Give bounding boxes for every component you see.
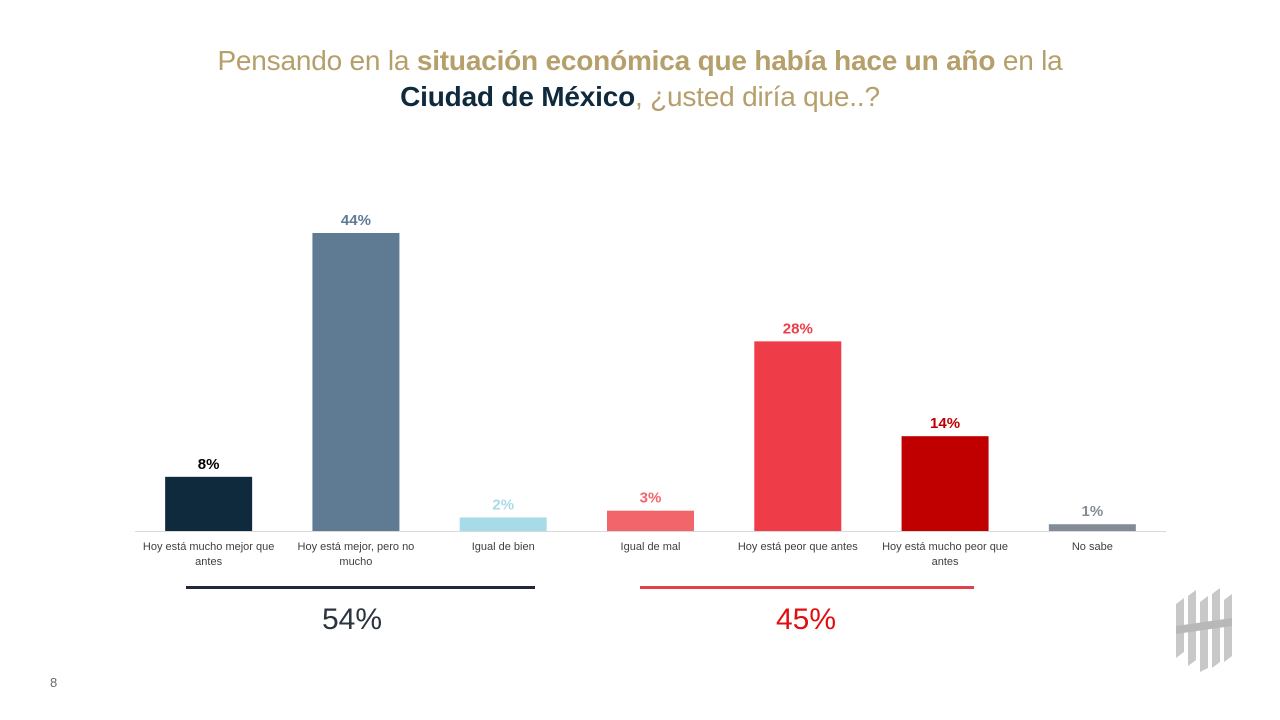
data-label-4: 3%	[640, 490, 662, 507]
category-label-6: Hoy está mucho peor que antes	[882, 541, 1008, 568]
bar-2	[312, 233, 400, 531]
category-label-2: Hoy está mejor, pero no mucho	[298, 541, 415, 568]
category-label-4: Igual de mal	[621, 541, 681, 553]
bar-7	[1048, 524, 1136, 531]
data-label-3: 2%	[492, 496, 514, 513]
category-label-5: Hoy está peor que antes	[738, 541, 858, 553]
bar-6	[901, 436, 989, 531]
page-number: 8	[50, 675, 58, 690]
category-label-1: Hoy está mucho mejor que antes	[143, 541, 274, 568]
bar-5	[754, 341, 842, 531]
group-line-better	[186, 586, 535, 589]
data-label-5: 28%	[783, 320, 813, 337]
bar-4	[607, 510, 694, 531]
category-label-7: No sabe	[1072, 541, 1113, 553]
brand-logo-icon	[1176, 588, 1232, 672]
data-label-6: 14%	[930, 415, 960, 432]
title-text-1: Pensando en la	[217, 45, 417, 76]
category-label-3: Igual de bien	[472, 541, 535, 553]
bar-3	[459, 517, 547, 531]
title-question: , ¿usted diría que..?	[635, 81, 880, 112]
data-label-7: 1%	[1082, 503, 1104, 520]
title-text-2: en la	[995, 45, 1063, 76]
data-label-2: 44%	[341, 212, 371, 229]
title-emphasis-1: situación económica	[416, 45, 691, 76]
chart-title-line-1: Pensando en la situación económica que h…	[140, 44, 1140, 78]
bar-1	[165, 476, 253, 531]
data-label-1: 8%	[198, 456, 220, 473]
group-total-worse: 45%	[775, 603, 837, 636]
group-line-worse	[640, 586, 974, 589]
title-city: Ciudad de México	[400, 81, 635, 112]
title-emphasis-2: que había hace un año	[697, 45, 996, 76]
group-total-better: 54%	[321, 603, 383, 636]
chart-title-line-2: Ciudad de México, ¿usted diría que..?	[140, 80, 1140, 114]
